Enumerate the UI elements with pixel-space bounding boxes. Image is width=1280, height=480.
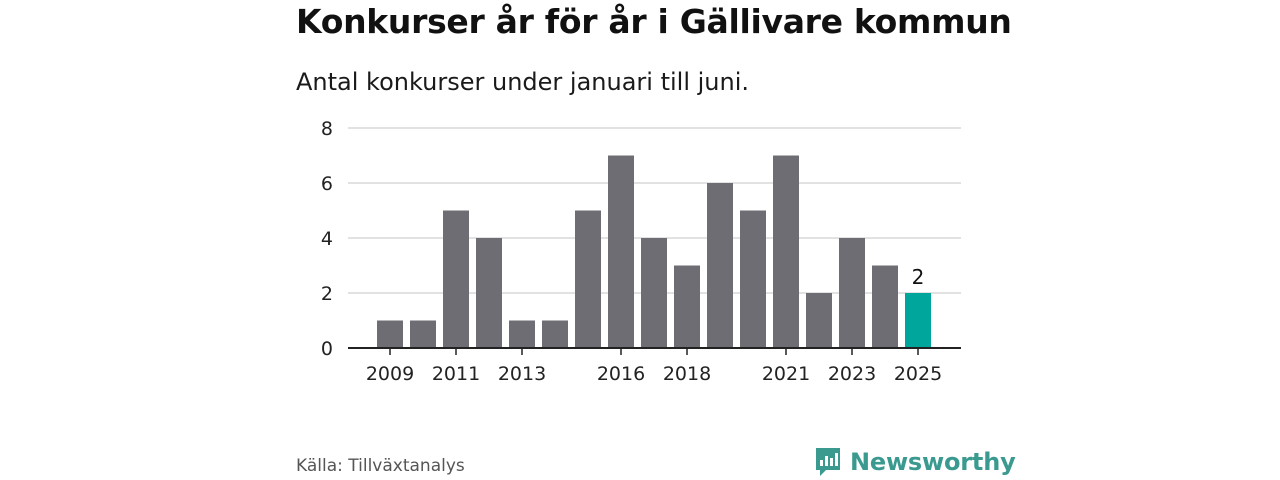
bar-2014	[542, 320, 568, 348]
y-axis-ticks: 0 2 4 6 8	[321, 118, 333, 360]
chart-title: Konkurser år för år i Gällivare kommun	[296, 2, 1012, 41]
bars	[377, 155, 931, 348]
chart-subtitle: Antal konkurser under januari till juni.	[296, 68, 749, 96]
x-tick-label: 2025	[894, 363, 942, 385]
x-tick-label: 2016	[597, 363, 645, 385]
x-tick-label: 2011	[432, 363, 480, 385]
brand-logo: Newsworthy	[814, 446, 1016, 478]
x-axis-ticks: 2009 2011 2013 2016 2018 2021 2023 2025	[366, 348, 942, 385]
y-tick-label: 8	[321, 118, 333, 140]
bar-2019	[707, 183, 733, 348]
bar-2017	[641, 238, 667, 348]
bar-2021	[773, 155, 799, 348]
source-note: Källa: Tillväxtanalys	[296, 456, 465, 476]
y-tick-label: 0	[321, 338, 333, 360]
x-tick-label: 2009	[366, 363, 414, 385]
bar-2025	[905, 293, 931, 348]
x-tick-label: 2018	[663, 363, 711, 385]
data-labels: 2	[912, 265, 925, 289]
x-tick-label: 2023	[828, 363, 876, 385]
bar-2016	[608, 155, 634, 348]
x-tick-label: 2013	[498, 363, 546, 385]
bar-2010	[410, 320, 436, 348]
brand-name: Newsworthy	[850, 448, 1016, 476]
bar-2009	[377, 320, 403, 348]
y-tick-label: 6	[321, 173, 333, 195]
bar-2015	[575, 210, 601, 348]
bar-2018	[674, 265, 700, 348]
bar-2013	[509, 320, 535, 348]
y-tick-label: 2	[321, 283, 333, 305]
bar-2011	[443, 210, 469, 348]
bar-2012	[476, 238, 502, 348]
bar-2020	[740, 210, 766, 348]
x-tick-label: 2021	[762, 363, 810, 385]
bar-2024	[872, 265, 898, 348]
data-label-2025: 2	[912, 265, 925, 289]
y-tick-label: 4	[321, 228, 333, 250]
bar-2022	[806, 293, 832, 348]
bar-2023	[839, 238, 865, 348]
newsworthy-logo-icon	[816, 448, 840, 476]
